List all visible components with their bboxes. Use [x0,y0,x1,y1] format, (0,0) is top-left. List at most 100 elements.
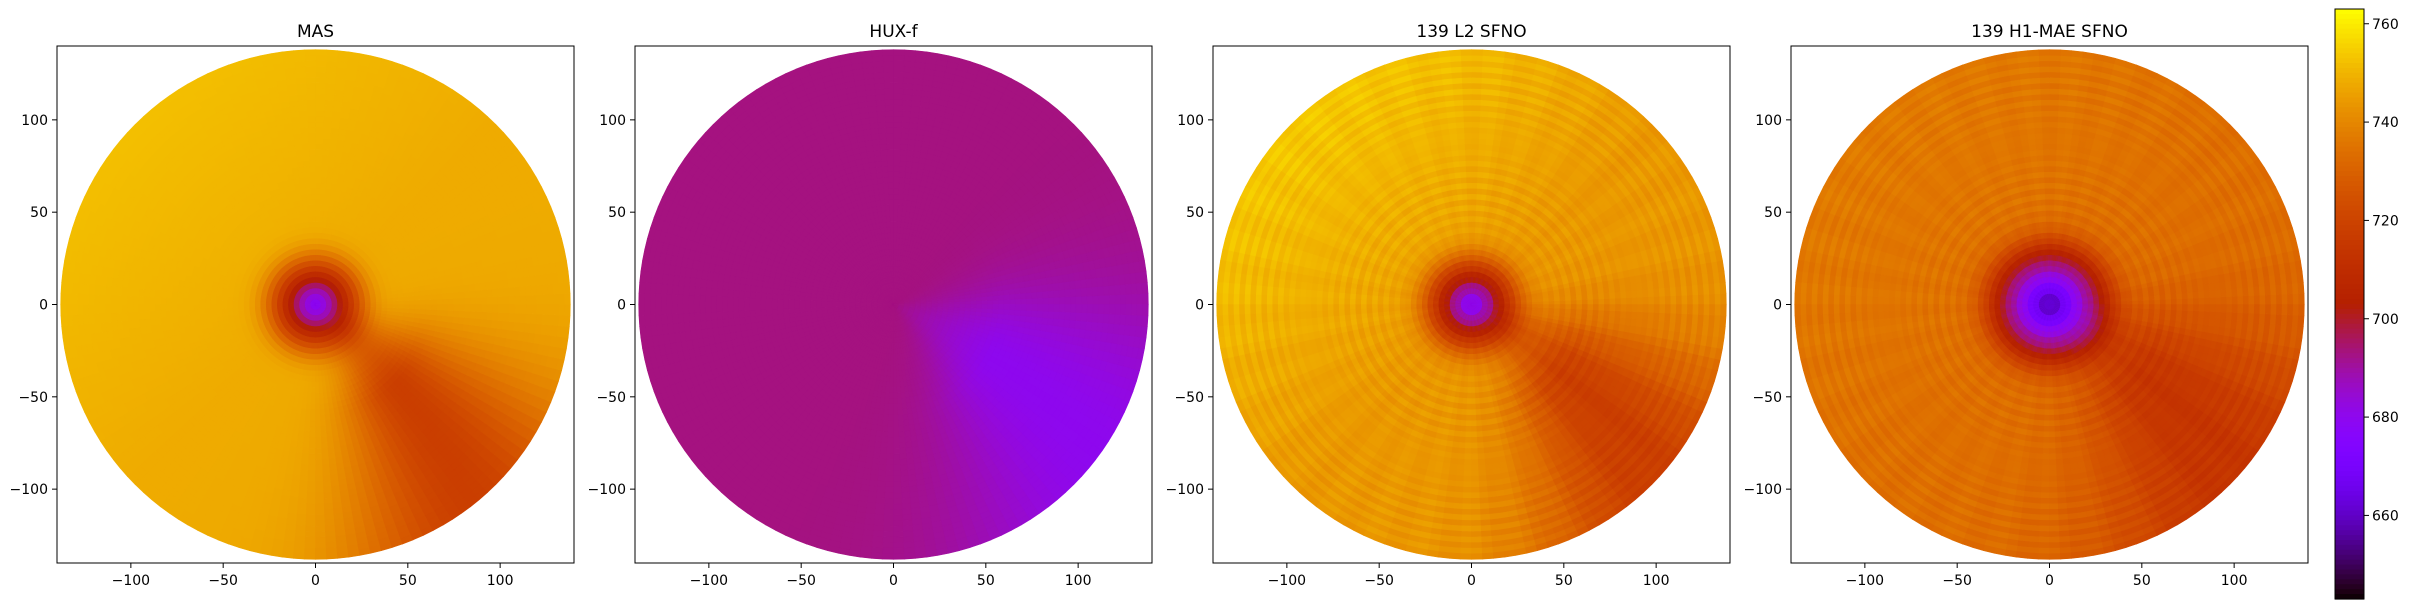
heat-cell [327,431,333,437]
heat-cell [302,453,309,459]
heat-cell [301,144,308,150]
heat-cell [399,301,405,305]
heat-cell [426,305,432,310]
heat-cell [311,210,315,216]
heat-cell [465,305,471,312]
heat-cell [313,365,316,371]
heat-cell [459,291,465,298]
heat-cell [305,420,311,426]
heat-cell [172,292,178,299]
heat-cell [313,360,316,366]
heat-cell [504,296,510,304]
heat-cell [316,205,320,211]
heat-cell [316,183,321,189]
heat-cell [376,305,382,308]
heat-cell [199,309,205,314]
heat-cell [310,188,315,194]
heat-cell [323,133,331,139]
heat-cell [183,310,189,316]
heat-cell [323,487,331,493]
heat-cell [343,305,349,306]
heat-cell [311,399,315,405]
heat-cell [194,310,200,316]
heat-cell [298,431,304,437]
heat-cell [326,178,332,184]
heat-cell [160,298,166,305]
heat-cell [404,300,410,304]
heat-cell [300,122,308,128]
heat-cell [316,172,322,178]
heat-cell [308,387,312,393]
heat-cell [301,459,308,465]
heat-cell [127,288,133,296]
heat-cell [301,138,308,144]
heat-cell [431,310,437,316]
heat-cell [487,305,493,313]
heat-cell [409,309,415,314]
heat-cell [387,301,393,304]
heat-cell [470,297,476,304]
heat-cell [216,305,222,309]
heat-cell [232,301,238,305]
heat-cell [320,199,325,205]
heat-cell [310,426,316,432]
heat-cell [232,297,238,301]
heat-cell [300,414,306,420]
heat-cell [503,288,509,297]
heat-cell [453,292,459,299]
heat-cell [442,287,448,293]
heat-cell [210,295,216,300]
heat-cell [216,296,222,301]
heat-cell [327,172,333,178]
heat-cell [311,393,315,399]
heat-cell [300,476,308,482]
heat-cell [167,285,173,292]
heat-cell [309,160,315,166]
heat-cell [311,410,316,416]
heat-cell [311,205,315,211]
heat-cell [426,309,432,314]
heat-cell [310,421,315,427]
heat-cell [322,161,329,167]
heat-cell [326,183,332,189]
heat-cell [211,291,217,296]
heat-cell [127,296,133,304]
heat-cell [327,167,333,173]
heat-cell [299,487,307,493]
heat-cell [312,221,316,227]
heat-cell [305,183,311,189]
heat-cell [194,305,200,310]
heat-cell [316,454,323,460]
heat-cell [316,249,318,255]
heat-cell [297,161,304,167]
heat-cell [312,388,316,394]
heat-cell [122,305,128,313]
heat-cell [320,415,325,421]
heat-cell [307,487,315,493]
heat-cell [309,443,315,449]
heat-cell [316,221,320,227]
heat-cell [194,299,200,304]
heat-cell [310,432,316,438]
heat-cell [316,443,322,449]
heat-cell [332,305,338,306]
heat-cell [322,150,329,156]
heat-cell [316,216,320,222]
heat-cell [322,453,329,459]
heat-cell [432,299,438,304]
heat-cell [307,393,311,399]
heat-cell [454,305,460,311]
heat-cell [322,144,329,150]
heat-cell [308,459,315,465]
heat-cell [316,465,323,471]
heat-cell [303,166,309,172]
heat-cell [167,317,173,324]
heat-cell [316,210,320,216]
heat-cell [312,216,316,222]
heat-cell [221,296,227,300]
heat-cell [498,288,504,296]
heat-cell [161,311,167,318]
heat-cell [221,305,227,309]
heat-cell [448,305,454,311]
heat-cell [316,476,324,482]
